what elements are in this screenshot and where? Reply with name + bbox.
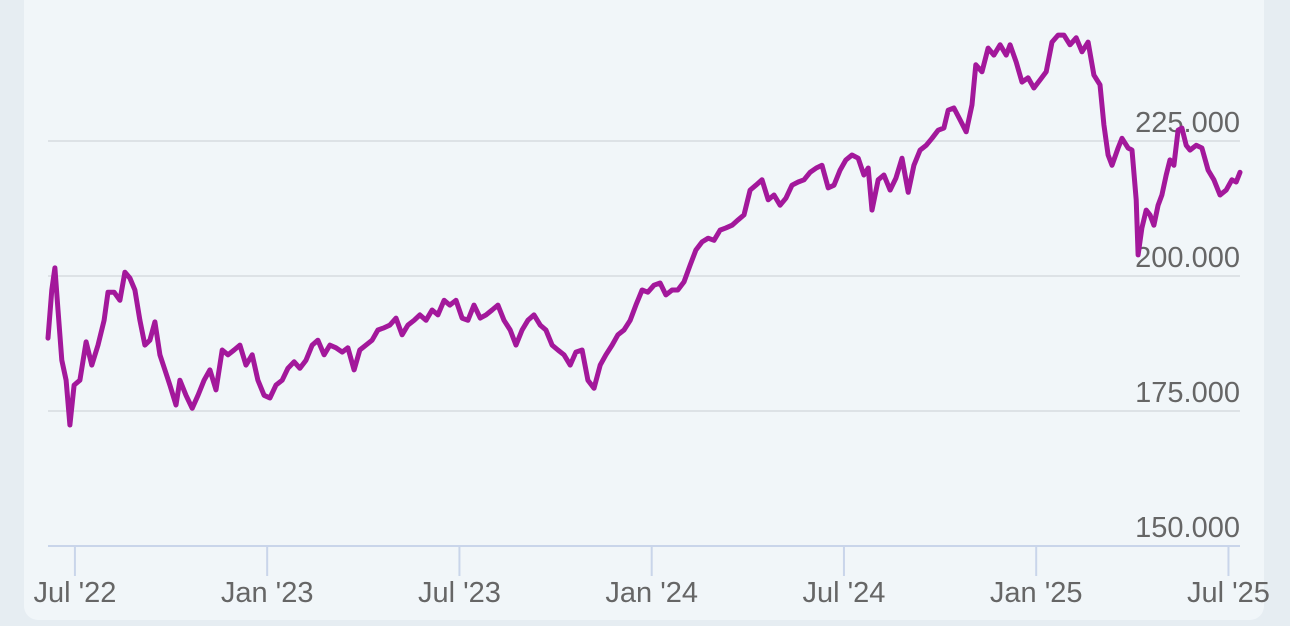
x-tick-label: Jan '24 [605,577,698,609]
price-line [45,32,1243,428]
chart-card [24,0,1264,620]
x-tick-label: Jan '23 [221,577,314,609]
y-tick-label: 225.000 [1135,107,1240,139]
x-tick-label: Jul '25 [1187,577,1270,609]
y-tick-label: 175.000 [1135,377,1240,409]
y-tick-label: 200.000 [1135,242,1240,274]
x-tick-label: Jul '22 [33,577,116,609]
x-tick-label: Jan '25 [990,577,1083,609]
y-tick-label: 150.000 [1135,512,1240,544]
x-tick-label: Jul '23 [418,577,501,609]
x-tick-label: Jul '24 [802,577,885,609]
